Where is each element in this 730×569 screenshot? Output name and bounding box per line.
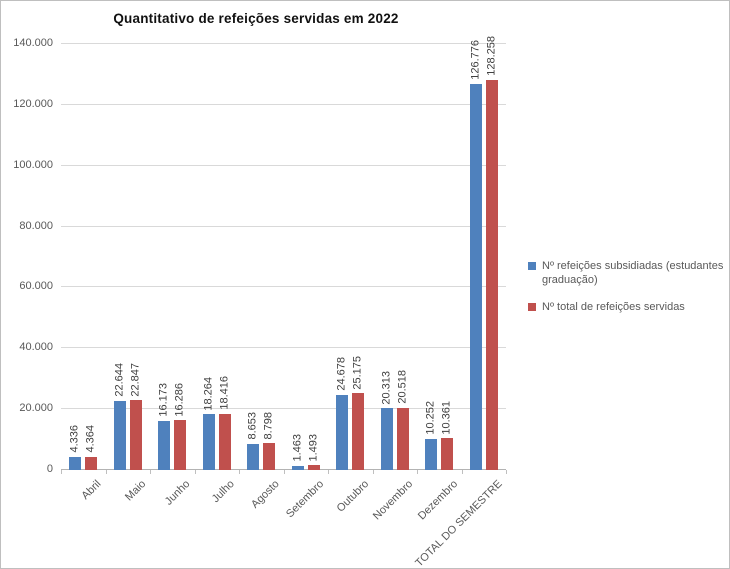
bar-value-label: 4.336 [68,425,81,453]
x-axis-tick [461,470,463,474]
legend-label: Nº refeições subsidiadas (estudantes gra… [542,260,724,287]
y-axis-label: 140.000 [13,37,53,49]
bar-series-2: 10.361 [441,401,454,470]
bar-value-label: 16.286 [173,382,186,417]
category-group-novembro: 20.313 20.518 [373,44,418,470]
x-axis-label: Abril [79,478,104,503]
bar-value-label: 20.313 [380,370,393,405]
category-group-outubro: 24.678 25.175 [328,44,373,470]
bar-series-2: 25.175 [352,356,365,470]
y-axis-label: 120.000 [13,97,53,110]
x-axis-label: Julho [210,478,238,506]
x-axis-line [61,469,506,470]
category-group-setembro: 1.463 1.493 [284,44,329,470]
bar-series-2: 16.286 [174,383,187,470]
bar-value-label: 1.463 [291,434,304,462]
x-axis-tick [105,470,107,474]
legend-swatch-icon [528,262,536,270]
bar-value-label: 126.776 [469,40,482,81]
bar-value-label: 20.518 [396,369,409,404]
x-axis-tick [328,470,329,474]
y-axis-label: 0 [46,463,53,475]
category-group-agosto: 8.653 8.798 [239,44,284,470]
gridline [61,164,506,166]
gridline [61,103,506,105]
legend-label: Nº total de refeições servidas [542,300,685,313]
bar-value-label: 10.252 [424,401,437,435]
x-axis-tick [417,470,418,474]
gridline [61,286,506,288]
x-axis-tick [150,470,151,474]
bar-series-2: 128.258 [485,36,498,470]
bar-series-1: 126.776 [469,40,482,470]
bar-series-1: 20.313 [380,371,393,470]
bar-value-label: 8.798 [262,411,275,440]
bar-series-2: 4.364 [85,425,98,470]
y-axis-label: 80.000 [19,219,53,232]
y-axis-label: 20.000 [19,402,53,415]
x-axis-tick [506,470,507,474]
x-axis-tick [239,470,240,474]
bar-value-label: 18.416 [218,376,231,410]
bar-value-label: 10.361 [440,400,453,435]
x-axis-label: Agosto [249,478,282,511]
bar-series-1: 10.252 [425,401,438,470]
bar-series-1: 16.173 [158,383,171,470]
x-axis-label: Junho [163,478,193,508]
category-group-maio: 22.644 22.847 [106,44,151,470]
bar-series-2: 18.416 [218,376,231,470]
bar-series-2: 8.798 [263,412,276,470]
bar-series-1: 18.264 [202,377,215,470]
category-group-abril: 4.336 4.364 [61,44,106,470]
x-axis-label: Setembro [284,478,327,521]
y-axis-label: 60.000 [19,280,53,293]
x-axis-tick [372,470,374,474]
y-axis-label: 100.000 [13,158,53,171]
bar-value-label: 16.173 [157,383,170,417]
bar-value-label: 8.653 [246,412,259,440]
bar-value-label: 1.493 [307,433,320,462]
y-axis-label: 40.000 [19,341,53,354]
legend-item-1: Nº refeições subsidiadas (estudantes gra… [528,259,726,288]
bar-value-label: 24.678 [335,357,348,391]
category-group-julho: 18.264 18.416 [195,44,240,470]
bar-value-label: 4.364 [84,425,97,453]
bar-value-label: 18.264 [202,376,215,411]
chart-title: Quantitativo de refeições servidas em 20… [113,11,399,26]
gridline [61,43,506,44]
bar-series-1: 22.644 [113,363,126,470]
plot-area: 4.336 4.364 22.644 22.847 16.173 16.286 18.264… [61,36,507,474]
bar-value-label: 22.644 [113,363,126,398]
x-axis-label: Maio [122,478,149,504]
bar-value-label: 22.847 [129,362,142,397]
category-group-dezembro: 10.252 10.361 [417,44,462,470]
bar-series-1: 1.463 [291,434,304,470]
bar-series-2: 20.518 [396,370,409,470]
legend: Nº refeições subsidiadas (estudantes gra… [528,259,726,314]
category-group-junho: 16.173 16.286 [150,44,195,470]
category-group-total-do-semestre: 126.776 128.258 [462,36,507,470]
bar-series-2: 22.847 [129,363,142,470]
legend-item-2: Nº total de refeições servidas [528,300,726,314]
x-axis-tick [61,470,62,474]
x-axis-tick [194,470,196,474]
x-axis-label: TOTAL DO SEMESTRE [412,478,505,569]
legend-swatch-icon [528,302,536,311]
bar-series-1: 24.678 [336,357,349,470]
gridline [61,225,506,227]
x-axis-label: Novembro [370,478,416,523]
gridline [61,347,506,349]
gridline [61,408,506,410]
bar-series-1: 4.336 [69,425,82,470]
bar-series-2: 1.493 [307,434,320,470]
bar-series-1: 8.653 [247,412,260,470]
x-axis-tick [283,470,285,474]
bar-value-label: 128.258 [485,35,498,76]
x-axis-label: Outubro [334,478,371,515]
bar-value-label: 25.175 [351,355,364,390]
x-axis-label: Dezembro [415,478,460,523]
